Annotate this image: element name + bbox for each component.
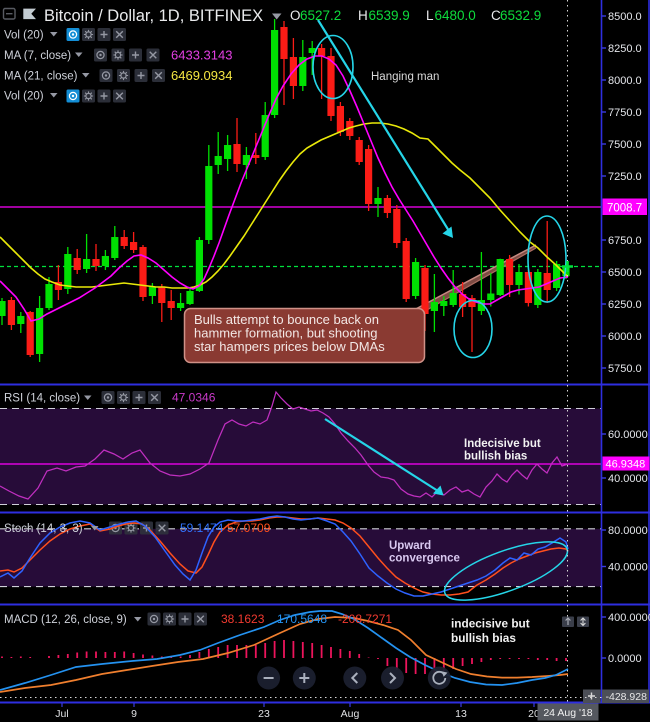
- svg-text:7250.0: 7250.0: [608, 171, 642, 183]
- svg-text:7008.7: 7008.7: [607, 203, 642, 215]
- svg-text:8500.0: 8500.0: [608, 11, 642, 23]
- svg-text:59.1474: 59.1474: [180, 521, 224, 535]
- svg-text:40.0000: 40.0000: [608, 562, 648, 574]
- svg-text:Vol (20): Vol (20): [4, 91, 44, 103]
- svg-text:80.0000: 80.0000: [608, 525, 648, 537]
- svg-text:6250.0: 6250.0: [608, 299, 642, 311]
- svg-text:46.9348: 46.9348: [606, 459, 646, 471]
- svg-text:Stoch (14, 3, 3): Stoch (14, 3, 3): [4, 523, 83, 535]
- svg-text:Hanging man: Hanging man: [371, 71, 439, 83]
- svg-text:38.1623: 38.1623: [221, 612, 265, 626]
- svg-text:13: 13: [455, 708, 467, 720]
- svg-text:bullish bias: bullish bias: [451, 631, 516, 645]
- svg-text:7750.0: 7750.0: [608, 107, 642, 119]
- svg-text:Upward: Upward: [389, 540, 431, 552]
- svg-text:Bitcoin / Dollar, 1D, BITFINEX: Bitcoin / Dollar, 1D, BITFINEX: [44, 7, 263, 25]
- svg-text:Bulls attempt to bounce back o: Bulls attempt to bounce back on: [194, 312, 379, 327]
- svg-text:Indecisive but: Indecisive but: [464, 438, 541, 450]
- svg-text:24 Aug '18: 24 Aug '18: [543, 707, 592, 719]
- svg-text:400.0000: 400.0000: [608, 612, 650, 624]
- svg-text:Jul: Jul: [55, 708, 68, 720]
- svg-text:MA (7, close): MA (7, close): [4, 50, 71, 62]
- svg-text:0.0000: 0.0000: [608, 653, 642, 665]
- svg-text:Aug: Aug: [341, 708, 360, 720]
- svg-text:6000.0: 6000.0: [608, 331, 642, 343]
- svg-text:23: 23: [258, 708, 270, 720]
- svg-text:RSI (14, close): RSI (14, close): [4, 393, 80, 405]
- svg-text:9: 9: [131, 708, 137, 720]
- svg-text:-428.928: -428.928: [606, 691, 648, 703]
- svg-text:60.0000: 60.0000: [608, 429, 648, 441]
- svg-text:40.0000: 40.0000: [608, 473, 648, 485]
- svg-text:MA (21, close): MA (21, close): [4, 71, 78, 83]
- svg-text:8250.0: 8250.0: [608, 43, 642, 55]
- svg-text:6750.0: 6750.0: [608, 235, 642, 247]
- svg-text:170.5648: 170.5648: [277, 612, 327, 626]
- svg-text:-208.7271: -208.7271: [338, 612, 392, 626]
- svg-text:47.0346: 47.0346: [172, 391, 216, 405]
- svg-text:indecisive but: indecisive but: [451, 617, 530, 631]
- svg-text:Vol (20): Vol (20): [4, 30, 44, 42]
- svg-text:8000.0: 8000.0: [608, 75, 642, 87]
- svg-text:star hampers prices below DMAs: star hampers prices below DMAs: [194, 339, 385, 354]
- svg-text:5750.0: 5750.0: [608, 363, 642, 375]
- svg-text:20: 20: [528, 708, 540, 720]
- svg-text:convergence: convergence: [389, 553, 460, 565]
- svg-text:57.0709: 57.0709: [227, 521, 271, 535]
- svg-text:hammer formation, but shooting: hammer formation, but shooting: [194, 326, 378, 341]
- svg-text:bullish bias: bullish bias: [464, 451, 527, 463]
- svg-text:6433.3143: 6433.3143: [171, 48, 232, 63]
- svg-text:MACD (12, 26, close, 9): MACD (12, 26, close, 9): [4, 614, 127, 626]
- svg-text:6500.0: 6500.0: [608, 267, 642, 279]
- svg-text:7500.0: 7500.0: [608, 139, 642, 151]
- svg-text:6469.0934: 6469.0934: [171, 68, 232, 83]
